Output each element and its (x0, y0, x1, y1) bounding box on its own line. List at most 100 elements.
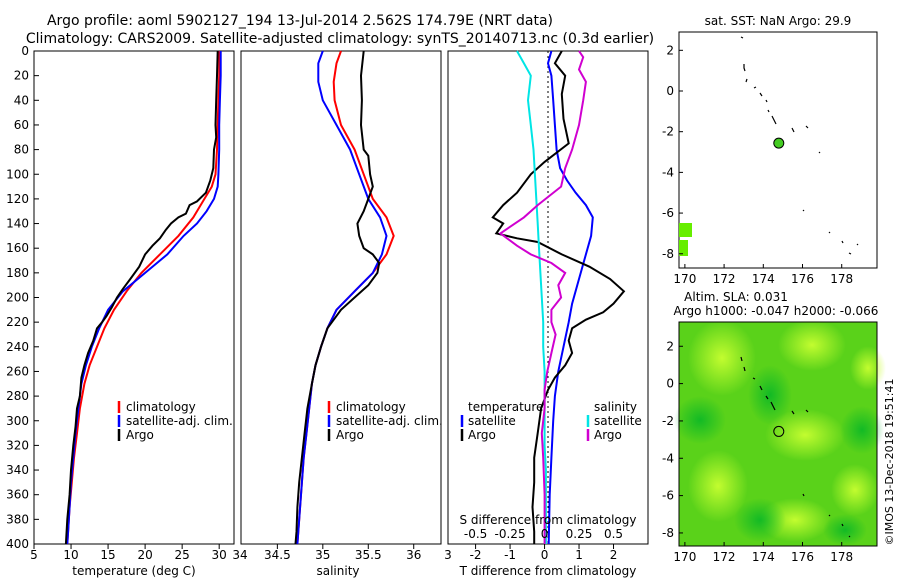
sla-map-title-line1: Altim. SLA: 0.031 (684, 290, 788, 304)
depth-tick-label: 180 (6, 266, 29, 280)
salinity-legend: climatology satellite-adj. clim. Argo (327, 400, 443, 442)
diff-x-tick-label: 1 (575, 548, 583, 562)
sla-y-tick-label: -2 (662, 414, 674, 428)
legend-temperature-title: temperature (468, 400, 543, 414)
sal-legend-climatology: climatology (336, 400, 406, 414)
temp-satellite-line (66, 51, 222, 545)
sla-y-tick-label: 0 (666, 377, 674, 391)
sla-float-marker (773, 425, 785, 437)
legend-temp-satellite: satellite (468, 414, 516, 428)
sal-legend-argo: Argo (336, 428, 364, 442)
diff-temp-argo-line (491, 50, 626, 544)
depth-tick-label: 220 (6, 315, 29, 329)
sla-y-tick-label: 2 (666, 339, 674, 353)
temp-legend-argo: Argo (126, 428, 154, 442)
sst-map-axes (678, 31, 878, 269)
depth-tick-label: 380 (6, 512, 29, 526)
sal-x-tick-label: 35 (315, 548, 330, 562)
diff-x-top-tick-label: 0 (541, 527, 549, 541)
diff-x-tick-label: -1 (504, 548, 516, 562)
sst-y-tick-label: -6 (662, 206, 674, 220)
diff-sal-argo-line (498, 50, 587, 544)
sal-x-tick-label: 34.5 (264, 548, 291, 562)
legend-temp-argo: Argo (468, 428, 496, 442)
sla-heatmap (674, 319, 886, 546)
depth-tick-label: 340 (6, 463, 29, 477)
imos-timestamp: ©IMOS 13-Dec-2018 19:51:41 (883, 379, 896, 546)
sst-map-title: sat. SST: NaN Argo: 29.9 (705, 14, 852, 28)
land-patch-1 (679, 223, 692, 237)
depth-tick-label: 400 (6, 537, 29, 551)
sst-x-tick-label: 170 (673, 272, 696, 286)
depth-tick-label: 360 (6, 488, 29, 502)
temperature-legend: climatology satellite-adj. clim. Argo (117, 400, 233, 442)
sla-x-tick-label: 174 (752, 550, 775, 564)
legend-sal-satellite: satellite (594, 414, 642, 428)
sal-argo-line (294, 50, 381, 545)
sla-x-tick-label: 176 (791, 550, 814, 564)
temp-x-tick-label: 10 (63, 548, 78, 562)
diff-x-tick-label: -2 (470, 548, 482, 562)
sla-y-tick-label: -8 (662, 526, 674, 540)
sla-map-axes (678, 321, 878, 547)
sal-satellite-line (296, 50, 388, 545)
t-difference-label: T difference from climatology (459, 564, 637, 578)
legend-sal-argo: Argo (594, 428, 622, 442)
difference-panel: -2 -1 0 1 2 -0.5 -0.25 0 0.25 0.5 S difference fr… (447, 50, 649, 578)
depth-tick-label: 140 (6, 217, 29, 231)
sst-x-tick-label: 178 (830, 272, 853, 286)
legend-salinity-title: salinity (594, 400, 637, 414)
temp-legend-climatology: climatology (126, 400, 196, 414)
diff-x-tick-label: 0 (541, 548, 549, 562)
depth-tick-label: 260 (6, 364, 29, 378)
sst-x-tick-label: 176 (791, 272, 814, 286)
sst-x-tick-label: 172 (713, 272, 736, 286)
diff-x-tick-label: 2 (610, 548, 618, 562)
depth-tick-label: 320 (6, 438, 29, 452)
sla-x-tick-label: 178 (830, 550, 853, 564)
salinity-panel: 34.5 35 35.5 36 34 3 salinity climatology sat… (232, 50, 452, 578)
diff-x-top-tick-label: -0.5 (464, 527, 487, 541)
temperature-xlabel: temperature (deg C) (72, 564, 195, 578)
island-dots-sst (740, 36, 859, 255)
temp-argo-line (64, 50, 219, 545)
temp-x-tick-label: 25 (175, 548, 190, 562)
salinity-xlabel: salinity (316, 564, 359, 578)
difference-legend: temperature satellite Argo salinity sate… (460, 400, 642, 442)
figure-title-line1: Argo profile: aoml 5902127_194 13-Jul-20… (47, 13, 553, 29)
sst-x-tick-label: 174 (752, 272, 775, 286)
temp-x-tick-label: 30 (212, 548, 227, 562)
depth-tick-label: 280 (6, 389, 29, 403)
depth-tick-label: 160 (6, 241, 29, 255)
figure-title-line2: Climatology: CARS2009. Satellite-adjuste… (26, 31, 654, 47)
sal-x-tick-label: 35.5 (355, 548, 382, 562)
sst-map-panel: sat. SST: NaN Argo: 29.9 170 172 174 176 178… (662, 14, 878, 286)
depth-tick-label: 20 (14, 69, 29, 83)
temperature-panel: 5 10 15 20 25 3002040608010012014016018020022… (6, 44, 453, 578)
sal-x-tick-label: 36 (406, 548, 421, 562)
temp-x-tick-label-edge: 34 (232, 548, 247, 562)
depth-tick-label: 0 (21, 44, 29, 58)
sal-legend-satellite: satellite-adj. clim. (336, 414, 443, 428)
sst-y-tick-label: 0 (666, 84, 674, 98)
sst-float-marker (773, 137, 785, 149)
depth-tick-label: 40 (14, 93, 29, 107)
sla-map-panel: Altim. SLA: 0.031 Argo h1000: -0.047 h20… (662, 290, 886, 564)
depth-tick-label: 120 (6, 192, 29, 206)
land-patch-2 (679, 240, 688, 256)
temp-legend-satellite: satellite-adj. clim. (126, 414, 233, 428)
depth-tick-label: 200 (6, 291, 29, 305)
depth-tick-label: 300 (6, 414, 29, 428)
sla-y-tick-label: -4 (662, 451, 674, 465)
temp-x-tick-label: 5 (30, 548, 38, 562)
diff-temp-satellite-line (546, 50, 594, 545)
depth-tick-label: 100 (6, 167, 29, 181)
diff-x-tick-label-edge: 3 (444, 548, 452, 562)
sla-map-title-line2: Argo h1000: -0.047 h2000: -0.066 (674, 304, 879, 318)
diff-x-top-tick-label: 0.5 (604, 527, 623, 541)
diff-sal-satellite-line (516, 50, 547, 544)
temp-x-tick-label: 15 (100, 548, 115, 562)
s-difference-label: S difference from climatology (460, 513, 637, 527)
sst-y-tick-label: -8 (662, 247, 674, 261)
depth-tick-label: 80 (14, 143, 29, 157)
